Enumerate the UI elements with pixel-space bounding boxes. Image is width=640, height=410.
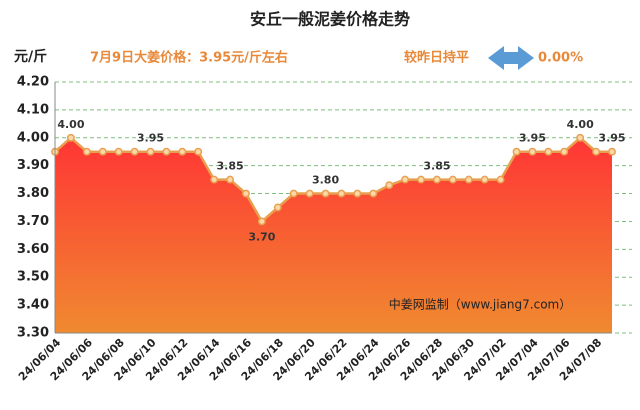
- point: [512, 147, 521, 156]
- data-label: 3.95: [598, 132, 625, 145]
- y-tick-label: 3.40: [17, 298, 49, 313]
- data-label: 4.00: [57, 118, 84, 131]
- point: [448, 175, 457, 184]
- y-tick-label: 3.30: [17, 326, 49, 341]
- point: [385, 181, 394, 190]
- point: [305, 189, 314, 198]
- point: [528, 147, 537, 156]
- y-tick-label: 3.70: [17, 214, 49, 229]
- point: [464, 175, 473, 184]
- area: [55, 137, 612, 333]
- point: [353, 189, 362, 198]
- point: [432, 175, 441, 184]
- point: [592, 147, 601, 156]
- y-tick-label: 4.00: [17, 130, 49, 145]
- point: [496, 175, 505, 184]
- point: [210, 175, 219, 184]
- y-unit: 元/斤: [14, 48, 47, 65]
- point: [130, 147, 139, 156]
- watermark: 中姜网监制（www.jiang7.com）: [389, 297, 571, 312]
- change-text: 较昨日持平: [404, 50, 469, 66]
- point: [576, 133, 585, 142]
- point: [162, 147, 171, 156]
- point: [608, 147, 616, 156]
- y-tick-label: 3.90: [17, 158, 49, 173]
- double-arrow: [488, 46, 534, 70]
- point: [401, 175, 410, 184]
- y-tick-label: 3.50: [17, 270, 49, 285]
- y-tick-label: 4.20: [17, 75, 49, 90]
- point: [82, 147, 91, 156]
- point: [257, 217, 266, 226]
- change-value: 0.00%: [538, 51, 583, 66]
- y-tick-label: 3.80: [17, 186, 49, 201]
- point: [178, 147, 187, 156]
- data-label: 3.95: [519, 132, 546, 145]
- point: [560, 147, 569, 156]
- data-label: 4.00: [567, 118, 594, 131]
- data-label: 3.95: [137, 132, 164, 145]
- point: [146, 147, 155, 156]
- point: [369, 189, 378, 198]
- point: [242, 189, 250, 198]
- y-tick-label: 4.10: [17, 102, 49, 117]
- point: [98, 147, 107, 156]
- point: [417, 175, 425, 184]
- chart-title: 安丘一般泥姜价格走势: [250, 10, 410, 29]
- point: [226, 175, 235, 184]
- y-tick-label: 3.60: [17, 242, 49, 257]
- point: [66, 133, 75, 142]
- point: [321, 189, 330, 198]
- point: [544, 147, 553, 156]
- point: [273, 203, 282, 212]
- point: [194, 147, 203, 156]
- data-label: 3.85: [423, 160, 450, 173]
- point: [289, 189, 298, 198]
- point: [480, 175, 489, 184]
- annotation: 7月9日大姜价格：3.95元/斤左右: [90, 50, 288, 66]
- data-label: 3.70: [248, 230, 275, 243]
- point: [337, 189, 346, 198]
- data-label: 3.80: [312, 174, 339, 187]
- point: [114, 147, 123, 156]
- data-label: 3.85: [216, 160, 243, 173]
